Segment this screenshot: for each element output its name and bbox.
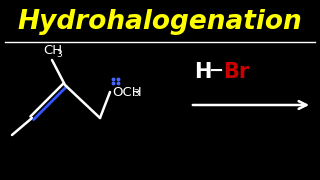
Text: CH: CH: [43, 44, 62, 57]
Text: Hydrohalogenation: Hydrohalogenation: [18, 9, 302, 35]
Text: H: H: [194, 62, 212, 82]
Text: 3: 3: [133, 89, 139, 98]
Text: Br: Br: [223, 62, 249, 82]
Text: OCH: OCH: [112, 86, 142, 98]
Text: 3: 3: [56, 50, 62, 59]
Text: −: −: [208, 62, 224, 80]
